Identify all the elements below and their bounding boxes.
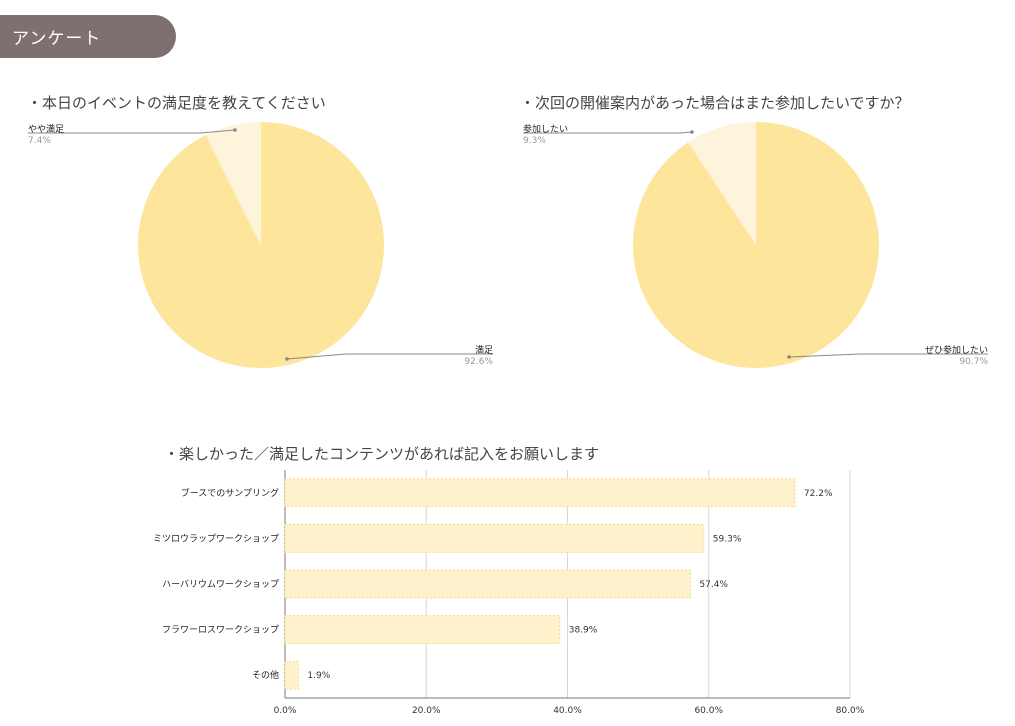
page-title: アンケート — [12, 29, 102, 49]
x-tick-label: 80.0% — [836, 706, 865, 716]
x-tick-label: 40.0% — [553, 706, 582, 716]
data-label: 72.2% — [804, 489, 833, 499]
x-tick-label: 0.0% — [274, 706, 297, 716]
pie2-leader-major — [788, 353, 988, 358]
bar — [284, 615, 561, 645]
data-label: 38.9% — [569, 626, 598, 636]
pie2-title: ・次回の開催案内があった場合はまた参加したいですか？ — [520, 94, 910, 112]
category-label: ブースでのサンプリング — [181, 487, 279, 499]
pie1-slice-major — [138, 122, 385, 368]
header-tab: アンケート — [0, 15, 176, 58]
pie1-leader-minor — [28, 129, 236, 134]
pie2-pct-major: 90.7% — [959, 357, 988, 367]
pie1-leader-dot-major — [285, 357, 289, 361]
pie1-leader-dot-minor — [233, 128, 237, 132]
data-label: 57.4% — [699, 580, 728, 590]
pie1-pct-major: 92.6% — [464, 357, 493, 367]
x-tick-label: 20.0% — [412, 706, 441, 716]
x-tick-label: 60.0% — [694, 706, 723, 716]
bar-chart-title: ・楽しかった／満足したコンテンツがあれば記入をお願いします — [164, 445, 600, 463]
bar — [284, 660, 299, 690]
pie1-label-major: 満足 — [474, 346, 493, 356]
pie2-leader-minor — [523, 131, 693, 134]
pie1-label-minor: やや満足 — [28, 125, 65, 135]
category-label: その他 — [252, 669, 279, 681]
category-label: フラワーロスワークショップ — [162, 625, 279, 636]
category-label: ハーバリウムワークショップ — [162, 579, 279, 590]
pie1-pct-minor: 7.4% — [28, 136, 51, 146]
data-label: 59.3% — [713, 534, 742, 544]
bar — [284, 523, 705, 553]
pie2-leader-dot-minor — [690, 130, 694, 134]
bar — [284, 569, 691, 599]
pie1-slice-minor — [205, 122, 261, 245]
bar — [284, 478, 796, 508]
pie1-leader-major — [286, 353, 493, 360]
pie2-leader-dot-major — [787, 355, 791, 359]
pie1-title: ・本日のイベントの満足度を教えてください — [27, 94, 326, 112]
category-label: ミツロウラップワークショップ — [153, 533, 279, 544]
pie2-pct-minor: 9.3% — [523, 136, 546, 146]
pie2-label-minor: 参加したい — [523, 125, 569, 135]
pie2-label-major: ぜひ参加したい — [924, 346, 988, 356]
data-label: 1.9% — [307, 671, 330, 681]
pie2-slice-minor — [688, 122, 756, 245]
